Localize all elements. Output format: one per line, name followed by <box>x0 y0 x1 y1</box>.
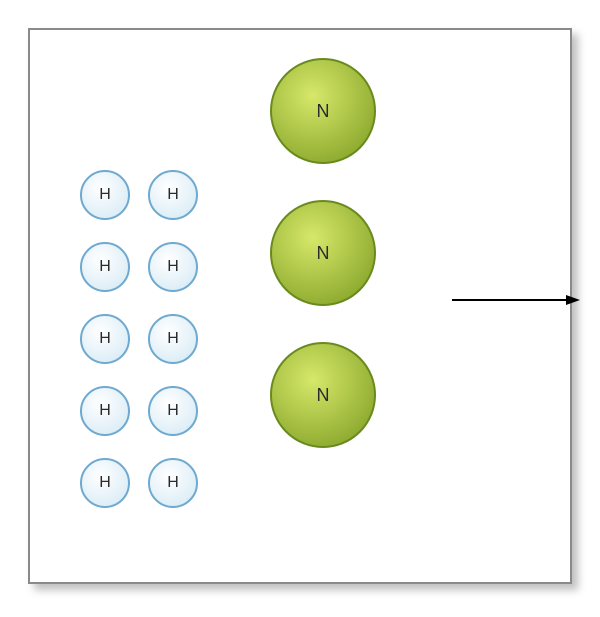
n-atom-label: N <box>317 102 330 120</box>
h-atom-label: H <box>167 403 179 419</box>
h-atom-label: H <box>167 259 179 275</box>
n-atom-label: N <box>317 386 330 404</box>
h-atom-5: H <box>148 314 198 364</box>
n-atom-2: N <box>270 342 376 448</box>
h-atom-label: H <box>99 331 111 347</box>
h-atom-7: H <box>148 386 198 436</box>
h-atom-4: H <box>80 314 130 364</box>
n-atom-label: N <box>317 244 330 262</box>
h-atom-label: H <box>99 259 111 275</box>
h-atom-label: H <box>167 475 179 491</box>
h-atom-9: H <box>148 458 198 508</box>
reaction-arrow-icon <box>450 288 582 312</box>
h-atom-0: H <box>80 170 130 220</box>
h-atom-label: H <box>167 331 179 347</box>
n-atom-1: N <box>270 200 376 306</box>
h-atom-label: H <box>99 187 111 203</box>
n-atom-0: N <box>270 58 376 164</box>
h-atom-label: H <box>167 187 179 203</box>
diagram-stage: H H H H H H H H H H N N N <box>0 0 600 617</box>
h-atom-8: H <box>80 458 130 508</box>
h-atom-label: H <box>99 475 111 491</box>
h-atom-1: H <box>148 170 198 220</box>
h-atom-2: H <box>80 242 130 292</box>
h-atom-6: H <box>80 386 130 436</box>
h-atom-label: H <box>99 403 111 419</box>
h-atom-3: H <box>148 242 198 292</box>
